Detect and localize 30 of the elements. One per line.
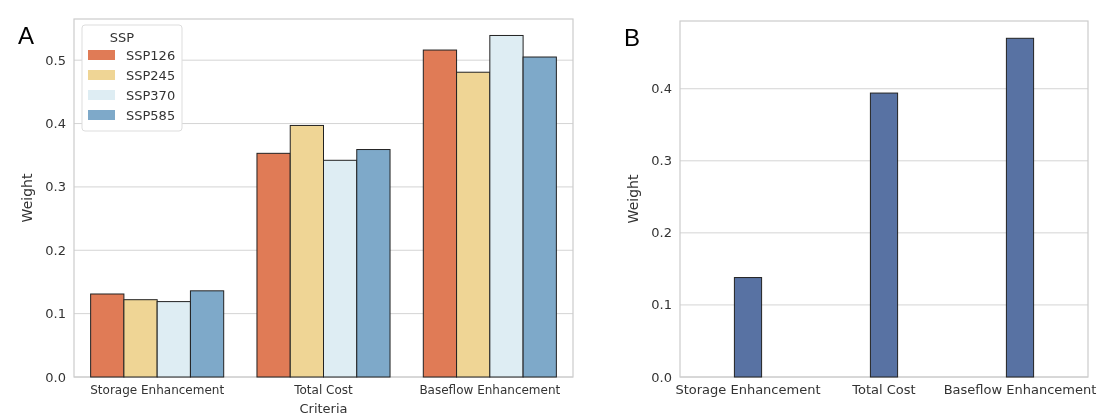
- chart-title: B: [624, 24, 641, 51]
- legend-label: SSP245: [126, 67, 176, 83]
- y-tick-label: 0.1: [45, 306, 66, 322]
- x-tick-label: Total Cost: [851, 382, 916, 397]
- y-tick-label: 0.0: [45, 369, 66, 385]
- y-tick-label: 0.1: [651, 297, 672, 313]
- y-tick-label: 0.2: [45, 242, 66, 258]
- bar: [1005, 37, 1035, 378]
- x-tick-label: Total Cost: [293, 383, 354, 397]
- y-tick-label: 0.3: [651, 153, 672, 169]
- y-tick-label: 0.2: [651, 225, 672, 241]
- x-tick-label: Storage Enhancement: [675, 382, 821, 397]
- legend-title: SSP: [109, 30, 135, 45]
- x-tick-label: Baseflow Enhancement: [943, 382, 1097, 397]
- x-tick-label: Baseflow Enhancement: [419, 383, 561, 397]
- y-tick-label: 0.4: [45, 116, 66, 132]
- x-tick-label: Storage Enhancement: [90, 383, 225, 397]
- legend-label: SSP126: [126, 47, 176, 63]
- y-axis-title: Weight: [19, 173, 35, 223]
- legend-label: SSP370: [126, 87, 176, 103]
- chart-title: A: [18, 22, 35, 49]
- y-axis-title: Weight: [625, 174, 641, 224]
- bar: [869, 92, 899, 378]
- y-tick-label: 0.0: [651, 369, 672, 385]
- y-tick-label: 0.4: [651, 81, 672, 97]
- x-axis-title: Criteria: [299, 401, 348, 416]
- legend-label: SSP585: [126, 107, 176, 123]
- bar: [733, 277, 763, 378]
- y-tick-label: 0.5: [45, 52, 66, 68]
- y-tick-label: 0.3: [45, 179, 66, 195]
